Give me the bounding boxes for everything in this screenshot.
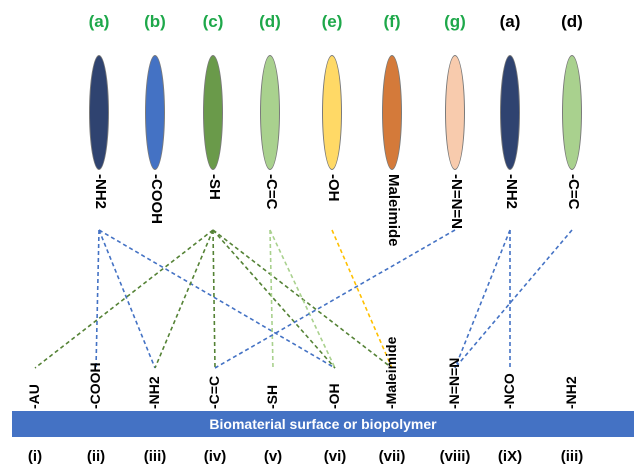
top-functional-group: Maleimide <box>385 174 402 247</box>
surface-functional-group: -SH <box>264 384 280 409</box>
surface-label: (viii) <box>439 448 471 465</box>
top-functional-group: -OH <box>325 174 342 202</box>
connection-line <box>95 229 100 369</box>
top-functional-group: -SH <box>206 174 223 200</box>
surface-functional-group: -N=N=N <box>446 357 462 409</box>
surface-functional-group: -NCO <box>501 373 517 409</box>
connection-line <box>98 229 156 369</box>
top-functional-group: -NH2 <box>92 174 109 210</box>
connection-line <box>454 229 511 369</box>
surface-label: (iv) <box>203 448 227 465</box>
connection-line <box>454 229 573 369</box>
surface-label: (ii) <box>86 448 106 465</box>
connection-line <box>269 229 274 369</box>
molecule-ellipse <box>500 55 520 170</box>
top-functional-group: -C=C <box>565 174 582 210</box>
top-molecule-label: (b) <box>144 12 166 31</box>
top-functional-group: -NH2 <box>503 174 520 210</box>
molecule-ellipse <box>260 55 280 170</box>
connection-line <box>212 229 393 369</box>
top-molecule-label: (e) <box>321 12 343 31</box>
top-molecule-label: (d) <box>561 12 583 31</box>
top-functional-group: -N=N=N <box>448 174 465 230</box>
connection-line <box>212 229 216 369</box>
connection-line <box>212 229 336 369</box>
surface-label: (vii) <box>378 448 406 465</box>
surface-functional-group: -C=C <box>206 375 222 409</box>
surface-label: (v) <box>263 448 283 465</box>
surface-label: (iii) <box>143 448 167 465</box>
surface-label: (vi) <box>323 448 347 465</box>
top-molecule-label: (a) <box>499 12 521 31</box>
top-molecule-label: (c) <box>202 12 224 31</box>
surface-functional-group: -NH2 <box>563 376 579 409</box>
connection-line <box>98 229 336 369</box>
surface-functional-group: -OH <box>326 383 342 409</box>
top-functional-group: -COOH <box>148 174 165 224</box>
surface-functional-group: -NH2 <box>146 376 162 409</box>
connection-line <box>34 229 214 369</box>
molecule-ellipse <box>562 55 582 170</box>
molecule-ellipse <box>203 55 223 170</box>
surface-functional-group: -COOH <box>87 362 103 409</box>
top-molecule-label: (a) <box>88 12 110 31</box>
top-molecule-label: (f) <box>383 12 401 31</box>
top-functional-group: -C=C <box>263 174 280 210</box>
surface-label: (i) <box>27 448 43 465</box>
molecule-ellipse <box>145 55 165 170</box>
surface-functional-group: -AU <box>26 384 42 409</box>
connection-line <box>214 229 456 369</box>
connection-line <box>154 229 214 369</box>
molecule-ellipse <box>322 55 342 170</box>
molecule-ellipse <box>382 55 402 170</box>
connection-line <box>269 229 336 369</box>
molecule-ellipse <box>89 55 109 170</box>
biomaterial-surface-bar: Biomaterial surface or biopolymer <box>12 411 634 437</box>
molecule-ellipse <box>445 55 465 170</box>
surface-label: (iX) <box>497 448 523 465</box>
surface-functional-group: -Maleimide <box>383 336 399 409</box>
top-molecule-label: (d) <box>259 12 281 31</box>
top-molecule-label: (g) <box>444 12 466 31</box>
surface-label: (iii) <box>560 448 584 465</box>
